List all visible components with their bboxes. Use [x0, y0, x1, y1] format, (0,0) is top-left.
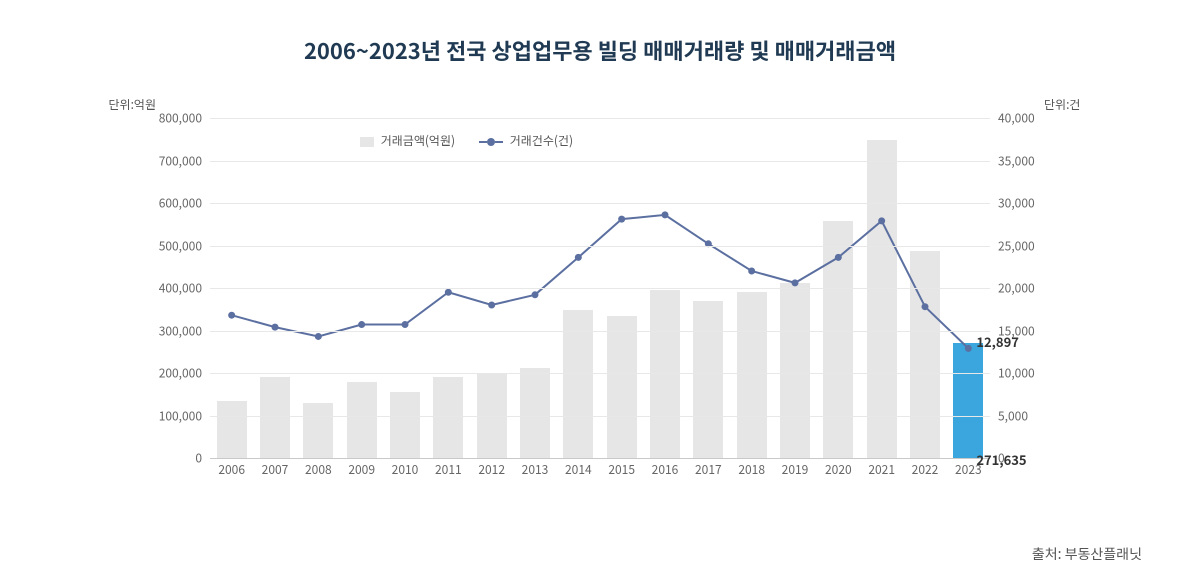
line-marker: [618, 216, 625, 223]
source-label: 출처: 부동산플래닛: [1032, 544, 1142, 564]
line-marker: [748, 268, 755, 275]
grid-line: [210, 203, 990, 204]
x-tick: 2010: [392, 461, 419, 478]
x-tick: 2016: [652, 461, 679, 478]
x-tick: 2014: [565, 461, 592, 478]
grid-line: [210, 416, 990, 417]
line-marker: [358, 321, 365, 328]
x-tick: 2009: [348, 461, 375, 478]
line-marker: [228, 312, 235, 319]
y-left-unit-label: 단위:억원: [109, 96, 157, 113]
grid-line: [210, 373, 990, 374]
y-right-tick: 25,000: [998, 237, 1035, 254]
x-tick: 2019: [782, 461, 809, 478]
line-marker: [792, 279, 799, 286]
x-tick: 2017: [695, 461, 722, 478]
y-right-tick: 35,000: [998, 152, 1035, 169]
y-left-tick: 300,000: [159, 322, 202, 339]
chart-title: 2006~2023년 전국 상업업무용 빌딩 매매거래량 및 매매거래금액: [0, 0, 1200, 66]
y-left-tick: 600,000: [159, 195, 202, 212]
y-left-tick: 700,000: [159, 152, 202, 169]
x-tick: 2012: [478, 461, 505, 478]
grid-line: [210, 331, 990, 332]
y-right-tick: 20,000: [998, 280, 1035, 297]
grid-line: [210, 458, 990, 459]
data-label: 271,635: [976, 450, 1026, 469]
x-tick: 2015: [608, 461, 635, 478]
line-marker: [402, 321, 409, 328]
x-tick: 2013: [522, 461, 549, 478]
line-marker: [835, 254, 842, 261]
y-left-tick: 400,000: [159, 280, 202, 297]
x-tick: 2007: [262, 461, 289, 478]
line-marker: [445, 289, 452, 296]
line-marker: [315, 333, 322, 340]
x-tick: 2020: [825, 461, 852, 478]
grid-line: [210, 288, 990, 289]
y-right-tick: 30,000: [998, 195, 1035, 212]
line-path: [232, 215, 969, 348]
x-tick: 2011: [435, 461, 462, 478]
line-marker: [532, 291, 539, 298]
y-right-tick: 40,000: [998, 110, 1035, 127]
plot: 00100,0005,000200,00010,000300,00015,000…: [210, 118, 990, 458]
x-tick: 2006: [218, 461, 245, 478]
y-left-tick: 800,000: [159, 110, 202, 127]
line-marker: [922, 303, 929, 310]
data-label: 12,897: [976, 332, 1019, 351]
chart-area: 단위:억원 단위:건 거래금액(억원) 거래건수(건) 00100,0005,0…: [160, 100, 1040, 500]
line-marker: [575, 254, 582, 261]
line-marker: [878, 217, 885, 224]
grid-line: [210, 246, 990, 247]
y-right-tick: 10,000: [998, 365, 1035, 382]
grid-line: [210, 161, 990, 162]
y-right-tick: 5,000: [998, 407, 1028, 424]
line-marker: [488, 302, 495, 309]
x-tick: 2018: [738, 461, 765, 478]
grid-line: [210, 118, 990, 119]
y-left-tick: 200,000: [159, 365, 202, 382]
line-marker: [662, 211, 669, 218]
x-tick: 2008: [305, 461, 332, 478]
y-left-tick: 500,000: [159, 237, 202, 254]
y-left-tick: 0: [195, 450, 202, 467]
x-tick: 2022: [912, 461, 939, 478]
x-tick: 2021: [868, 461, 895, 478]
line-marker: [965, 345, 972, 352]
y-right-unit-label: 단위:건: [1044, 96, 1080, 113]
y-left-tick: 100,000: [159, 407, 202, 424]
